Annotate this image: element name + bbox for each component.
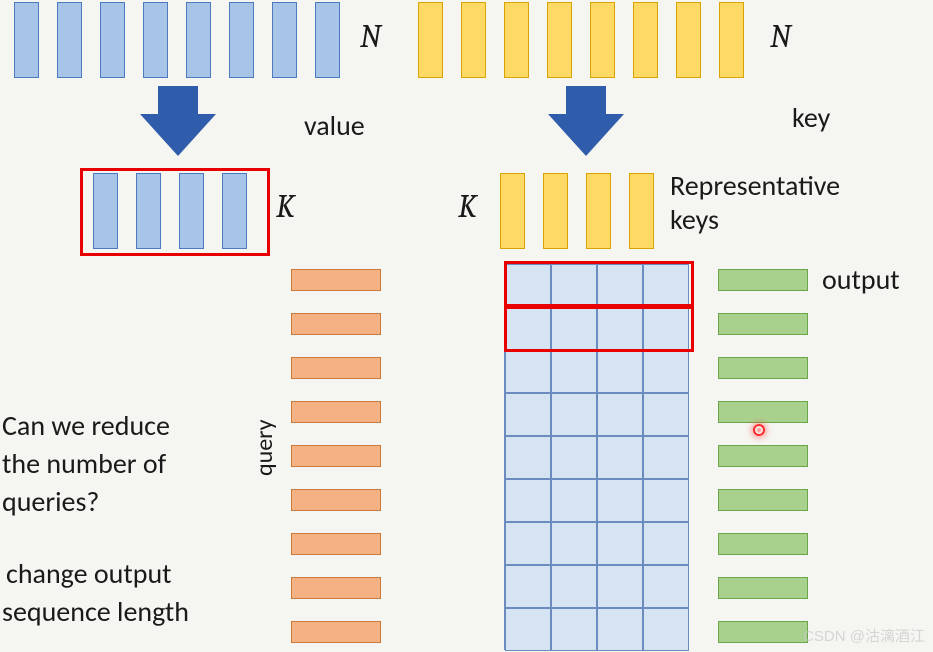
- bar: [272, 2, 297, 78]
- grid-cell: [551, 436, 597, 479]
- label-output: output: [822, 262, 900, 297]
- grid-cell: [597, 565, 643, 608]
- grid-cell: [505, 436, 551, 479]
- grid-cell: [551, 565, 597, 608]
- grid-cell: [597, 393, 643, 436]
- bar: [718, 533, 808, 555]
- label-value: value: [304, 108, 365, 143]
- label-N-left: N: [360, 18, 381, 55]
- bar: [547, 2, 572, 78]
- bar: [718, 489, 808, 511]
- grid-cell: [597, 479, 643, 522]
- bar: [504, 2, 529, 78]
- grid-cell: [551, 479, 597, 522]
- grid-cell: [505, 350, 551, 393]
- question-line-3: queries?: [2, 484, 99, 519]
- bar: [291, 269, 381, 291]
- grid-cell: [551, 393, 597, 436]
- change-line-2: sequence length: [2, 594, 189, 629]
- question-line-2: the number of: [2, 446, 166, 481]
- bar: [718, 269, 808, 291]
- bar: [291, 533, 381, 555]
- bar: [291, 313, 381, 335]
- bar: [543, 173, 568, 249]
- bar: [418, 2, 443, 78]
- grid-cell: [643, 479, 689, 522]
- grid-cell: [643, 565, 689, 608]
- bar: [718, 577, 808, 599]
- grid-cell: [551, 608, 597, 651]
- bar: [629, 173, 654, 249]
- grid-cell: [643, 522, 689, 565]
- bar: [57, 2, 82, 78]
- label-query-vertical: query: [250, 419, 279, 476]
- grid-cell: [597, 608, 643, 651]
- bar: [500, 173, 525, 249]
- grid-cell: [643, 393, 689, 436]
- grid-cell: [505, 608, 551, 651]
- label-key: key: [792, 100, 830, 135]
- redbox-grid-row-2: [504, 306, 694, 352]
- grid-cell: [551, 350, 597, 393]
- bar: [291, 577, 381, 599]
- bar: [718, 401, 808, 423]
- grid-cell: [551, 522, 597, 565]
- redbox-value-k: [80, 168, 270, 256]
- grid-cell: [505, 565, 551, 608]
- bar: [461, 2, 486, 78]
- bar: [718, 313, 808, 335]
- bar: [291, 357, 381, 379]
- bar: [229, 2, 254, 78]
- bar: [291, 621, 381, 643]
- watermark: CSDN @沽漓酒江: [803, 625, 925, 646]
- grid-cell: [597, 436, 643, 479]
- bar: [718, 621, 808, 643]
- bar: [143, 2, 168, 78]
- bar: [718, 357, 808, 379]
- bar: [633, 2, 658, 78]
- bar: [186, 2, 211, 78]
- label-repkeys-2: keys: [670, 202, 719, 237]
- label-N-right: N: [770, 18, 791, 55]
- grid-cell: [643, 350, 689, 393]
- grid-cell: [597, 350, 643, 393]
- bar: [718, 445, 808, 467]
- label-repkeys-1: Representative: [670, 168, 840, 203]
- grid-cell: [505, 479, 551, 522]
- grid-cell: [505, 522, 551, 565]
- bar: [291, 489, 381, 511]
- bar: [586, 173, 611, 249]
- question-line-1: Can we reduce: [2, 408, 170, 443]
- bar: [719, 2, 744, 78]
- redbox-grid-row-1: [504, 261, 694, 307]
- bar: [291, 445, 381, 467]
- label-K-right: K: [458, 188, 477, 225]
- bar: [590, 2, 615, 78]
- bar: [100, 2, 125, 78]
- bar: [14, 2, 39, 78]
- grid-cell: [643, 608, 689, 651]
- bar: [676, 2, 701, 78]
- laser-pointer-icon: [753, 424, 765, 436]
- change-line-1: change output: [6, 556, 172, 591]
- grid-cell: [597, 522, 643, 565]
- grid-cell: [643, 436, 689, 479]
- label-K-left: K: [276, 188, 295, 225]
- grid-cell: [505, 393, 551, 436]
- bar: [291, 401, 381, 423]
- bar: [315, 2, 340, 78]
